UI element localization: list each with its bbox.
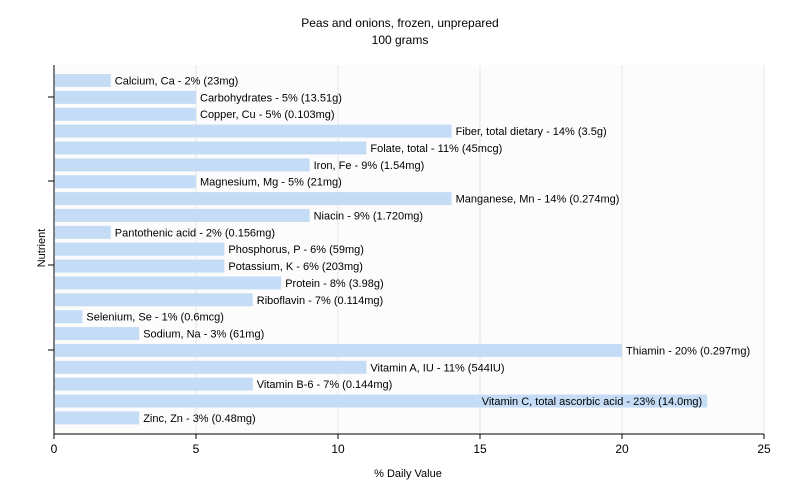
bar bbox=[55, 394, 708, 408]
x-tick-label: 0 bbox=[51, 442, 58, 456]
bar bbox=[55, 175, 196, 189]
bar bbox=[55, 377, 253, 391]
bar-label: Folate, total - 11% (45mcg) bbox=[370, 143, 502, 155]
x-tick-label: 5 bbox=[193, 442, 200, 456]
x-axis-title: % Daily Value bbox=[374, 468, 442, 480]
bar bbox=[55, 107, 196, 121]
bar bbox=[55, 343, 622, 357]
bar-label: Calcium, Ca - 2% (23mg) bbox=[115, 76, 238, 88]
bar-label: Magnesium, Mg - 5% (21mg) bbox=[200, 177, 342, 189]
bar bbox=[55, 411, 140, 425]
x-tick-label: 25 bbox=[757, 442, 771, 456]
bar-label: Riboflavin - 7% (0.114mg) bbox=[257, 295, 383, 307]
chart-subtitle: 100 grams bbox=[372, 33, 429, 47]
bar-label: Phosphorus, P - 6% (59mg) bbox=[228, 244, 364, 256]
bar bbox=[55, 360, 367, 374]
bar bbox=[55, 225, 111, 239]
bar-label: Carbohydrates - 5% (13.51g) bbox=[200, 92, 342, 104]
x-axis-ticks: 0 5 10 15 20 25 bbox=[51, 434, 771, 456]
bar bbox=[55, 124, 452, 138]
bars: Calcium, Ca - 2% (23mg) Carbohydrates - 5… bbox=[55, 74, 750, 425]
bar-label: Iron, Fe - 9% (1.54mg) bbox=[314, 160, 425, 172]
bar-label: Copper, Cu - 5% (0.103mg) bbox=[200, 109, 335, 121]
x-tick-label: 20 bbox=[615, 442, 629, 456]
bar-label: Zinc, Zn - 3% (0.48mg) bbox=[143, 413, 255, 425]
bar-label: Vitamin A, IU - 11% (544IU) bbox=[370, 362, 504, 374]
y-axis-title: Nutrient bbox=[36, 229, 48, 268]
bar bbox=[55, 310, 83, 324]
bar bbox=[55, 327, 140, 341]
bar-label: Vitamin C, total ascorbic acid - 23% (14… bbox=[482, 396, 703, 408]
bar bbox=[55, 158, 310, 172]
bar-label: Vitamin B-6 - 7% (0.144mg) bbox=[257, 379, 393, 391]
bar bbox=[55, 293, 253, 307]
bar bbox=[55, 276, 282, 290]
axes bbox=[48, 65, 764, 435]
bar bbox=[55, 242, 225, 256]
bar-label: Selenium, Se - 1% (0.6mcg) bbox=[86, 312, 224, 324]
x-tick-label: 10 bbox=[331, 442, 345, 456]
bar-label: Pantothenic acid - 2% (0.156mg) bbox=[115, 227, 275, 239]
bar bbox=[55, 90, 196, 104]
bar bbox=[55, 74, 111, 87]
bar-label: Potassium, K - 6% (203mg) bbox=[228, 261, 363, 273]
bar bbox=[55, 259, 225, 273]
bar-label: Niacin - 9% (1.720mg) bbox=[314, 210, 423, 222]
bar-label: Protein - 8% (3.98g) bbox=[285, 278, 383, 290]
bar-label: Manganese, Mn - 14% (0.274mg) bbox=[456, 194, 620, 206]
bar-label: Sodium, Na - 3% (61mg) bbox=[143, 329, 264, 341]
chart-title: Peas and onions, frozen, unprepared bbox=[301, 16, 498, 30]
x-tick-label: 15 bbox=[473, 442, 487, 456]
bar-label: Fiber, total dietary - 14% (3.5g) bbox=[456, 126, 607, 138]
bar-label: Thiamin - 20% (0.297mg) bbox=[626, 345, 750, 357]
bar bbox=[55, 208, 310, 222]
bar bbox=[55, 141, 367, 155]
bar bbox=[55, 192, 452, 206]
